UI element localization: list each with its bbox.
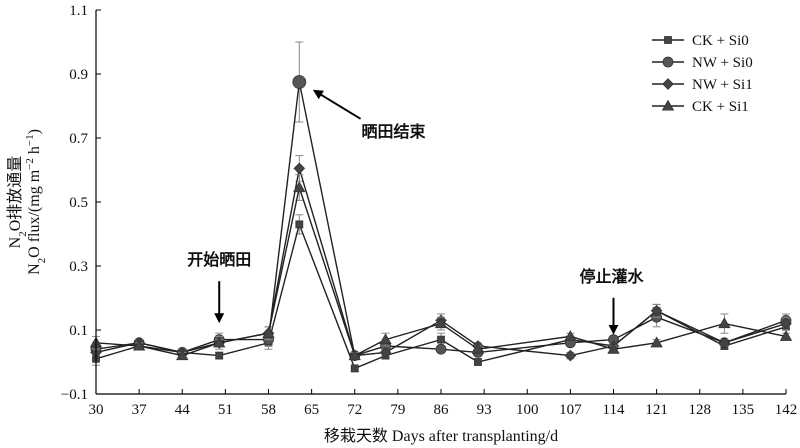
data-point [379,333,392,345]
data-point [292,75,307,89]
x-tick-label: 128 [689,402,712,418]
legend-marker [661,99,675,111]
x-tick-label: 114 [603,402,625,418]
data-point [215,351,224,360]
data-point [348,349,361,361]
y-tick-label: 0.9 [69,67,88,83]
y-title-sup: −2 [24,158,36,170]
legend-marker [662,56,674,68]
y-title-sub: 2 [17,231,29,237]
annotation-label: 晒田结束 [362,122,427,141]
data-point [132,339,146,351]
y-tick-label: 0.5 [69,195,88,211]
data-point [564,349,577,362]
axes: 30 37 44 51 58 65 72 79 86 93 100 107 114 121 128 135 14… [61,3,797,418]
x-tick-label: 135 [732,402,755,418]
y-axis-title-line2: N2O flux/(mg m−2 h−1) [24,129,48,275]
x-tick-label: 37 [132,402,148,418]
annotation-label: 开始晒田 [187,250,251,269]
plot-area [89,41,793,373]
y-title-part: N [7,236,24,248]
x-tick-label: 121 [645,402,668,418]
y-title-sup: −1 [24,134,36,146]
y-tick-label: 1.1 [69,3,88,19]
legend-item: NW + Si0 [652,55,753,71]
data-point [564,330,577,341]
legend-marker [664,36,672,44]
data-point [780,317,792,330]
x-tick-label: 65 [304,402,319,418]
y-tick-label: 0.3 [69,259,88,275]
x-tick-label: 79 [390,402,405,418]
data-point [607,342,620,354]
y-axis-title-line1: N2O排放通量 [6,156,29,249]
y-title-sub: 2 [36,258,48,264]
data-point [718,317,731,329]
x-tick-label: 142 [775,402,798,418]
annotation-arrow [312,89,362,120]
data-point [437,335,445,344]
x-ticks: 30 37 44 51 58 65 72 79 86 93 100 107 114 121 128 135 14… [89,389,798,418]
annotation-label: 停止灌水 [579,267,644,286]
data-point [650,336,663,348]
legend: CK + Si0 NW + Si0 NW + Si1 CK + Si1 [652,33,753,115]
data-point [474,358,482,366]
legend-item: CK + Si1 [652,99,749,115]
legend-item: NW + Si1 [652,77,753,93]
annotation-start-drying: 开始晒田 [187,250,251,324]
data-point [262,326,275,338]
x-tick-label: 72 [347,402,362,418]
legend-marker [662,78,674,90]
y-tick-label: 0.1 [69,323,88,339]
data-point [295,220,304,229]
series-nw-si0 [90,41,792,362]
x-tick-label: 44 [175,402,191,418]
annotation-stop-irrigation: 停止灌水 [579,267,644,335]
y-title-part: O flux/(mg m [26,169,43,258]
x-tick-label: 107 [559,402,582,418]
data-point [293,181,306,193]
x-tick-label: 100 [516,402,539,418]
data-point [471,342,485,354]
data-point [176,349,189,361]
data-point [435,343,447,355]
series-ck-si1 [89,174,793,361]
data-point [650,304,663,317]
data-point [379,346,392,359]
y-title-part: h [26,146,43,158]
x-axis-title: 移栽天数 Days after transplanting/d [324,427,558,445]
data-point [718,336,731,349]
y-tick-label: 0.7 [69,131,88,147]
legend-label: NW + Si1 [692,77,753,93]
y-title-part: O排放通量 [6,156,24,232]
y-ticks: −0.1 0.1 0.3 0.5 0.7 0.9 1.1 [61,3,101,403]
legend-label: NW + Si0 [692,55,753,71]
data-point [213,336,226,348]
data-point [293,162,306,175]
annotation-end-drying: 晒田结束 [312,89,427,141]
x-tick-label: 58 [261,402,276,418]
data-point [434,317,448,329]
legend-label: CK + Si0 [692,33,749,49]
y-title-part: ) [26,129,43,134]
y-tick-label: −0.1 [61,387,88,403]
data-point [779,330,793,341]
x-tick-label: 93 [477,402,492,418]
y-title-part: N [26,263,43,275]
legend-item: CK + Si0 [652,33,749,49]
data-point [350,364,359,373]
x-tick-label: 86 [434,402,450,418]
legend-label: CK + Si1 [692,99,749,115]
x-tick-label: 51 [218,402,233,418]
x-tick-label: 30 [89,402,104,418]
